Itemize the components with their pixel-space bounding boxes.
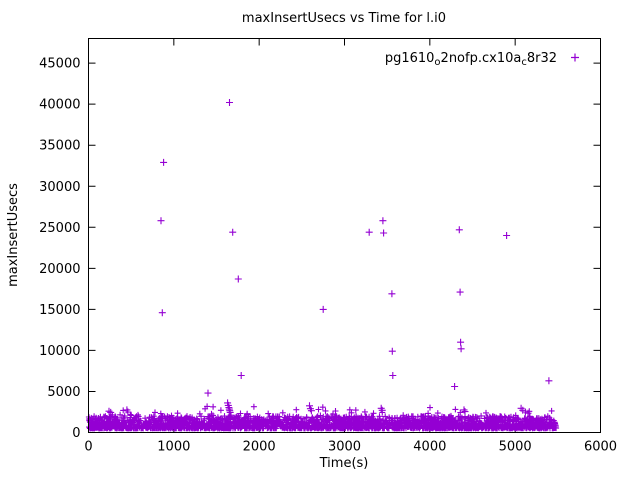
y-tick-label: 35000 bbox=[39, 139, 80, 154]
legend-label: pg1610o2nofp.cx10ac8r32 bbox=[385, 51, 557, 68]
y-axis-label: maxInsertUsecs bbox=[6, 183, 21, 287]
data-points bbox=[85, 99, 560, 432]
y-tick-label: 15000 bbox=[39, 303, 80, 318]
y-tick-label: 0 bbox=[72, 426, 80, 441]
y-tick-label: 10000 bbox=[39, 344, 80, 359]
plot-border bbox=[88, 38, 601, 433]
x-tick-label: 5000 bbox=[499, 440, 532, 455]
y-tick-label: 30000 bbox=[39, 180, 80, 195]
x-tick-label: 4000 bbox=[413, 440, 446, 455]
x-axis-label: Time(s) bbox=[319, 456, 369, 471]
y-tick-label: 5000 bbox=[47, 385, 80, 400]
chart-title: maxInsertUsecs vs Time for l.i0 bbox=[242, 11, 446, 26]
y-tick-label: 25000 bbox=[39, 221, 80, 236]
x-tick-label: 6000 bbox=[584, 440, 617, 455]
x-tick-label: 0 bbox=[84, 440, 92, 455]
y-tick-label: 20000 bbox=[39, 262, 80, 277]
legend-marker-plus-icon bbox=[571, 53, 579, 62]
axis-ticks: 0 1000 2000 3000 4000 5000 6000 0 5000 10000 15000… bbox=[39, 38, 617, 455]
y-tick-label: 45000 bbox=[39, 57, 80, 72]
x-tick-label: 2000 bbox=[243, 440, 276, 455]
x-tick-label: 1000 bbox=[157, 440, 190, 455]
x-tick-label: 3000 bbox=[328, 440, 361, 455]
y-tick-label: 40000 bbox=[39, 98, 80, 113]
legend: pg1610o2nofp.cx10ac8r32 bbox=[385, 51, 579, 68]
scatter-points-path bbox=[85, 99, 560, 432]
tick-marks bbox=[88, 38, 601, 433]
